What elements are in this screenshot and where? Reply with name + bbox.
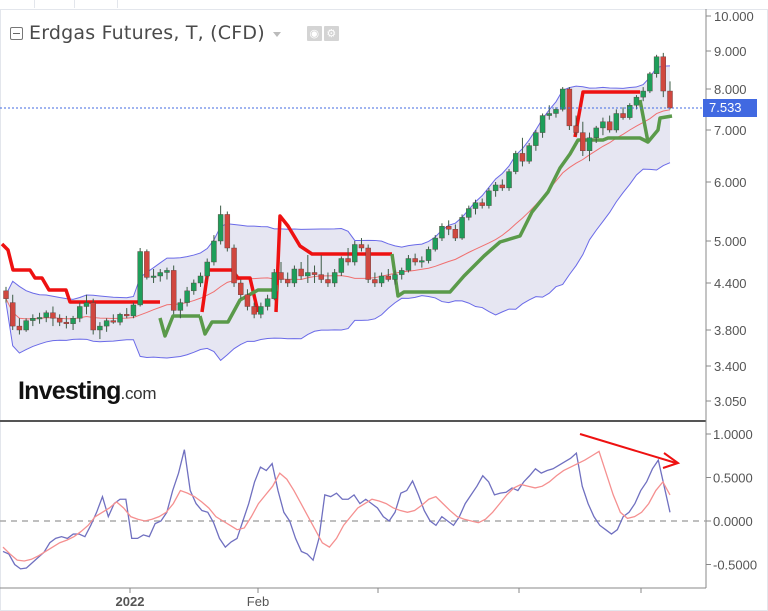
time-tick-label: Feb (247, 594, 269, 609)
price-tick-label: 4.400 (714, 276, 747, 291)
bollinger-lower (5, 162, 671, 362)
price-tick-label: 3.050 (714, 394, 747, 409)
supertrend-resistance (0, 242, 160, 304)
supertrend-support (390, 136, 649, 298)
time-tick-label: 2022 (116, 594, 145, 609)
eye-icon[interactable]: ◉ (306, 25, 322, 41)
toolbar-tab[interactable] (0, 0, 35, 8)
osc-tick-label: -0.5000 (713, 558, 757, 573)
gear-icon[interactable]: ⚙ (323, 25, 339, 41)
price-tick-label: 3.800 (714, 323, 747, 338)
logo-suffix: .com (120, 384, 157, 403)
last-price-tag: 7.533 (703, 99, 757, 117)
collapse-icon[interactable] (10, 26, 23, 40)
osc-signal-line (2, 450, 671, 562)
price-tick-label: 8.000 (714, 82, 747, 97)
price-tick-label: 5.000 (714, 234, 747, 249)
candlestick-series (3, 52, 673, 339)
price-tick-label: 9.000 (714, 44, 747, 59)
investing-logo: Investing.com (18, 377, 156, 406)
price-tick-label: 7.000 (714, 123, 747, 138)
supertrend-resistance (573, 90, 640, 138)
sma-line (5, 109, 671, 320)
divergence-arrow[interactable] (579, 433, 681, 469)
supertrend-support (638, 99, 673, 144)
price-tick-label: 3.400 (714, 359, 747, 374)
bollinger-upper (5, 65, 671, 300)
osc-tick-label: 1.0000 (713, 427, 753, 442)
supertrend-resistance (274, 214, 392, 313)
supertrend-support (158, 314, 200, 338)
osc-tick-label: 0.0000 (713, 514, 753, 529)
toolbar-tab[interactable] (74, 0, 118, 8)
top-toolbar (0, 0, 768, 10)
chart-title: Erdgas Futures, T, (CFD) (29, 22, 265, 44)
chart-header: Erdgas Futures, T, (CFD) ◉ ⚙ (10, 20, 339, 46)
logo-brand: Investing (18, 377, 121, 405)
price-tick-label: 10.000 (714, 9, 754, 24)
osc-tick-label: 0.5000 (713, 471, 753, 486)
price-tick-label: 6.000 (714, 175, 747, 190)
dropdown-caret-icon[interactable] (272, 31, 281, 37)
